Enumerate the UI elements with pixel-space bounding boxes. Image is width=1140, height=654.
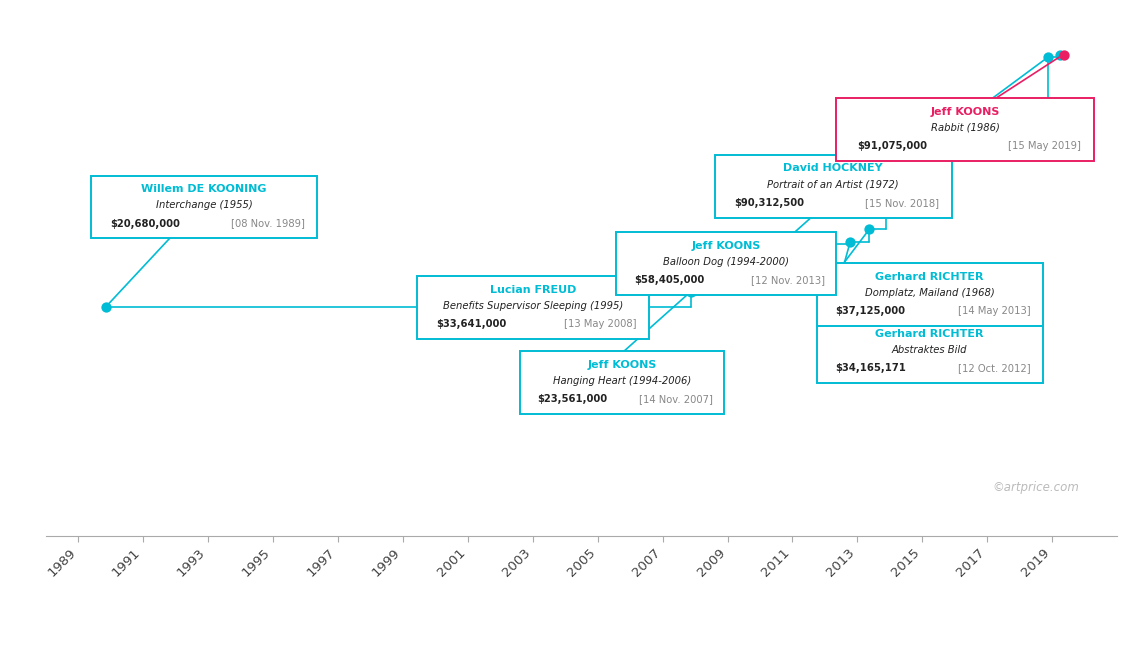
Text: Interchange (1955): Interchange (1955) bbox=[156, 200, 253, 210]
FancyBboxPatch shape bbox=[616, 232, 837, 295]
Text: Balloon Dog (1994-2000): Balloon Dog (1994-2000) bbox=[663, 257, 789, 267]
Text: [13 May 2008]: [13 May 2008] bbox=[564, 319, 637, 330]
Point bbox=[861, 224, 879, 234]
Text: Abstraktes Bild: Abstraktes Bild bbox=[891, 345, 968, 354]
Text: [12 Nov. 2013]: [12 Nov. 2013] bbox=[750, 275, 824, 285]
FancyBboxPatch shape bbox=[417, 277, 649, 339]
Text: [15 May 2019]: [15 May 2019] bbox=[1008, 141, 1081, 151]
Text: $37,125,000: $37,125,000 bbox=[836, 306, 905, 317]
Text: [08 Nov. 1989]: [08 Nov. 1989] bbox=[231, 218, 306, 228]
Text: $90,312,500: $90,312,500 bbox=[734, 198, 804, 208]
Text: $91,075,000: $91,075,000 bbox=[857, 141, 927, 151]
Point bbox=[698, 239, 716, 249]
Text: Hanging Heart (1994-2006): Hanging Heart (1994-2006) bbox=[553, 376, 691, 386]
Text: [14 May 2013]: [14 May 2013] bbox=[958, 306, 1031, 317]
FancyBboxPatch shape bbox=[816, 264, 1043, 326]
Text: Gerhard RICHTER: Gerhard RICHTER bbox=[876, 329, 984, 339]
Text: [12 Oct. 2012]: [12 Oct. 2012] bbox=[958, 363, 1031, 373]
Point bbox=[682, 286, 700, 297]
Text: David HOCKNEY: David HOCKNEY bbox=[783, 164, 884, 173]
FancyBboxPatch shape bbox=[91, 176, 317, 238]
Text: $58,405,000: $58,405,000 bbox=[634, 275, 705, 285]
Point bbox=[841, 236, 860, 247]
Text: [14 Nov. 2007]: [14 Nov. 2007] bbox=[640, 394, 714, 404]
FancyBboxPatch shape bbox=[836, 98, 1094, 161]
Text: $34,165,171: $34,165,171 bbox=[836, 363, 906, 373]
Text: Portrait of an Artist (1972): Portrait of an Artist (1972) bbox=[767, 179, 899, 190]
Text: Jeff KOONS: Jeff KOONS bbox=[691, 241, 760, 251]
Text: ©artprice.com: ©artprice.com bbox=[993, 481, 1080, 494]
Point bbox=[1056, 50, 1074, 60]
Text: $23,561,000: $23,561,000 bbox=[537, 394, 606, 404]
Text: $33,641,000: $33,641,000 bbox=[437, 319, 506, 330]
FancyBboxPatch shape bbox=[715, 155, 952, 218]
Text: Jeff KOONS: Jeff KOONS bbox=[930, 107, 1000, 116]
Point bbox=[1039, 52, 1057, 62]
Point bbox=[97, 301, 115, 312]
Text: Willem DE KOONING: Willem DE KOONING bbox=[141, 184, 267, 194]
FancyBboxPatch shape bbox=[816, 320, 1043, 383]
Text: Jeff KOONS: Jeff KOONS bbox=[587, 360, 657, 370]
Text: Gerhard RICHTER: Gerhard RICHTER bbox=[876, 272, 984, 282]
Text: Rabbit (1986): Rabbit (1986) bbox=[930, 123, 1000, 133]
Point bbox=[877, 146, 895, 156]
Point bbox=[1051, 50, 1069, 60]
Text: Benefits Supervisor Sleeping (1995): Benefits Supervisor Sleeping (1995) bbox=[443, 301, 624, 311]
Text: Domplatz, Mailand (1968): Domplatz, Mailand (1968) bbox=[865, 288, 994, 298]
Text: [15 Nov. 2018]: [15 Nov. 2018] bbox=[865, 198, 939, 208]
Text: Lucian FREUD: Lucian FREUD bbox=[490, 285, 577, 295]
FancyBboxPatch shape bbox=[520, 351, 724, 414]
Text: $20,680,000: $20,680,000 bbox=[109, 218, 180, 228]
